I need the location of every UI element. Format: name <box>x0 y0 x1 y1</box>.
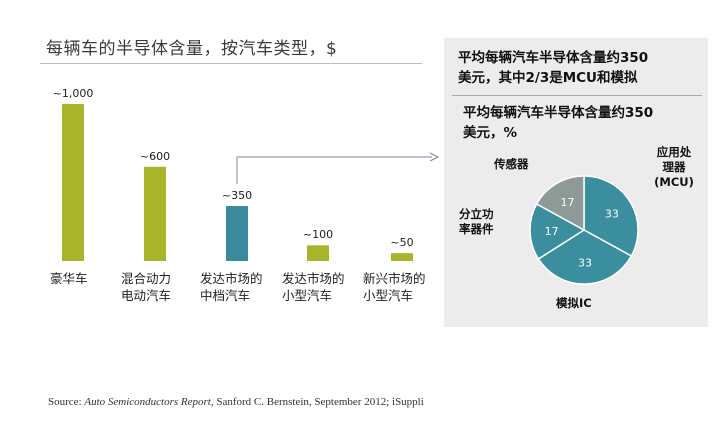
bar-chart <box>62 104 413 261</box>
category-label-3: 发达市场的 中档汽车 <box>200 271 263 303</box>
bar-4 <box>307 245 329 261</box>
pie-chart: 33 33 17 17 <box>529 175 639 285</box>
category-label-4: 发达市场的 小型汽车 <box>282 271 345 303</box>
connector-arrow <box>236 152 440 184</box>
pie-value-label-1: 33 <box>605 208 619 221</box>
pie-category-label-1: 应用处 理器 (MCU) <box>654 145 694 189</box>
bar-value-label-5: ~50 <box>390 236 414 250</box>
pie-panel-heading-line-2: 美元，其中2/3是MCU和模拟 <box>458 70 638 86</box>
pie-panel-heading-line-1: 平均每辆汽车半导体含量约350 <box>458 50 649 66</box>
bar-3 <box>226 206 248 261</box>
bar-value-label-4: ~100 <box>302 228 334 242</box>
pie-slice-1 <box>583 175 639 258</box>
pie-slice-2 <box>537 229 633 285</box>
category-label-5: 新兴市场的 小型汽车 <box>363 271 426 303</box>
bar-value-label-2: ~600 <box>139 149 171 163</box>
pie-chart-title: 平均每辆汽车半导体含量约350 美元，% <box>463 103 703 143</box>
pie-panel-heading: 平均每辆汽车半导体含量约350 美元，其中2/3是MCU和模拟 <box>458 48 704 88</box>
bar-value-label-3: ~350 <box>221 189 253 203</box>
bar-2 <box>144 166 166 261</box>
source-rest: , Sanford C. Bernstein, September 2012; … <box>210 396 424 408</box>
bar-5 <box>391 253 413 261</box>
pie-value-label-3: 17 <box>545 225 559 238</box>
bar-value-label-1: ~1,000 <box>52 87 94 100</box>
title-divider <box>40 63 422 64</box>
category-label-1: 豪华车 <box>50 271 88 286</box>
pie-category-label-2: 模拟IC <box>556 296 592 310</box>
pie-chart-title-line-2: 美元，% <box>463 125 518 141</box>
category-label-2: 混合动力 电动汽车 <box>121 271 172 303</box>
pie-slice-3 <box>529 202 586 260</box>
pie-category-label-3: 分立功 率器件 <box>459 207 494 236</box>
source-note: Source: Auto Semiconductors Report, Sanf… <box>48 396 424 408</box>
source-label: Source: <box>48 396 82 408</box>
pie-chart-title-line-1: 平均每辆汽车半导体含量约350 <box>463 105 654 121</box>
chart-title: 每辆车的半导体含量，按汽车类型，$ <box>46 39 338 59</box>
pie-value-label-2: 33 <box>578 256 592 269</box>
source-report: Auto Semiconductors Report <box>84 396 211 408</box>
pie-value-label-4: 17 <box>561 196 575 209</box>
pie-category-label-4: 传感器 <box>494 157 529 171</box>
pie-slice-4 <box>535 175 585 232</box>
pie-panel-divider <box>452 95 702 96</box>
bar-1 <box>62 104 84 261</box>
